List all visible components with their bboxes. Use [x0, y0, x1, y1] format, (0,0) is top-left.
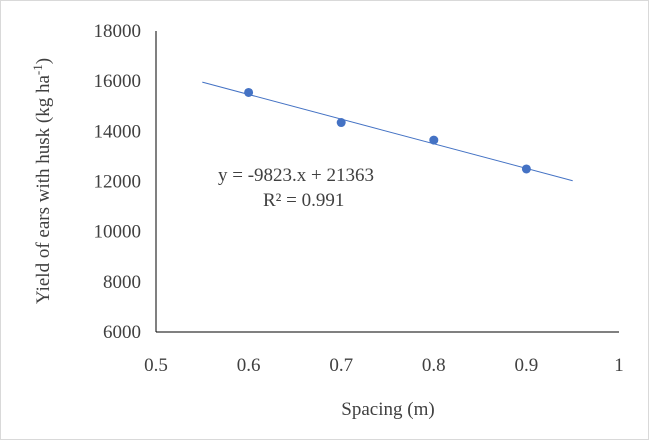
- x-tick-label: 0.5: [144, 355, 168, 376]
- y-tick-label: 6000: [103, 322, 141, 343]
- x-tick-label: 0.6: [237, 355, 261, 376]
- r-squared-label: R² = 0.991: [263, 190, 344, 211]
- x-tick-label: 0.8: [422, 355, 446, 376]
- data-point: [336, 118, 346, 128]
- axes: [155, 31, 619, 333]
- y-tick-label: 14000: [94, 121, 142, 142]
- y-axis-title: Yield of ears with husk (kg ha-1): [30, 58, 54, 304]
- data-points: [244, 87, 531, 174]
- x-tick-label: 1: [614, 355, 624, 376]
- y-tick-labels: 6000 8000 10000 12000 14000 16000 18000: [94, 21, 142, 343]
- y-axis-title-superscript: -1: [30, 64, 45, 75]
- data-point: [244, 87, 254, 97]
- trendline-layer: [202, 81, 573, 182]
- y-axis-title-close: ): [33, 58, 54, 64]
- y-tick-label: 18000: [94, 21, 142, 42]
- y-axis-title-main: Yield of ears with husk (kg ha: [33, 75, 54, 305]
- x-tick-label: 0.9: [515, 355, 539, 376]
- x-tick-label: 0.7: [329, 355, 353, 376]
- y-tick-label: 10000: [94, 222, 142, 243]
- y-tick-label: 12000: [94, 172, 142, 193]
- x-tick-labels: 0.5 0.6 0.7 0.8 0.9 1: [144, 355, 624, 376]
- x-axis-title: Spacing (m): [341, 399, 434, 420]
- y-tick-label: 16000: [94, 71, 142, 92]
- trendline: [202, 81, 573, 182]
- trendline-equation: y = -9823.x + 21363: [218, 165, 374, 186]
- data-point: [429, 135, 439, 145]
- y-tick-label: 8000: [103, 272, 141, 293]
- data-point: [521, 164, 531, 174]
